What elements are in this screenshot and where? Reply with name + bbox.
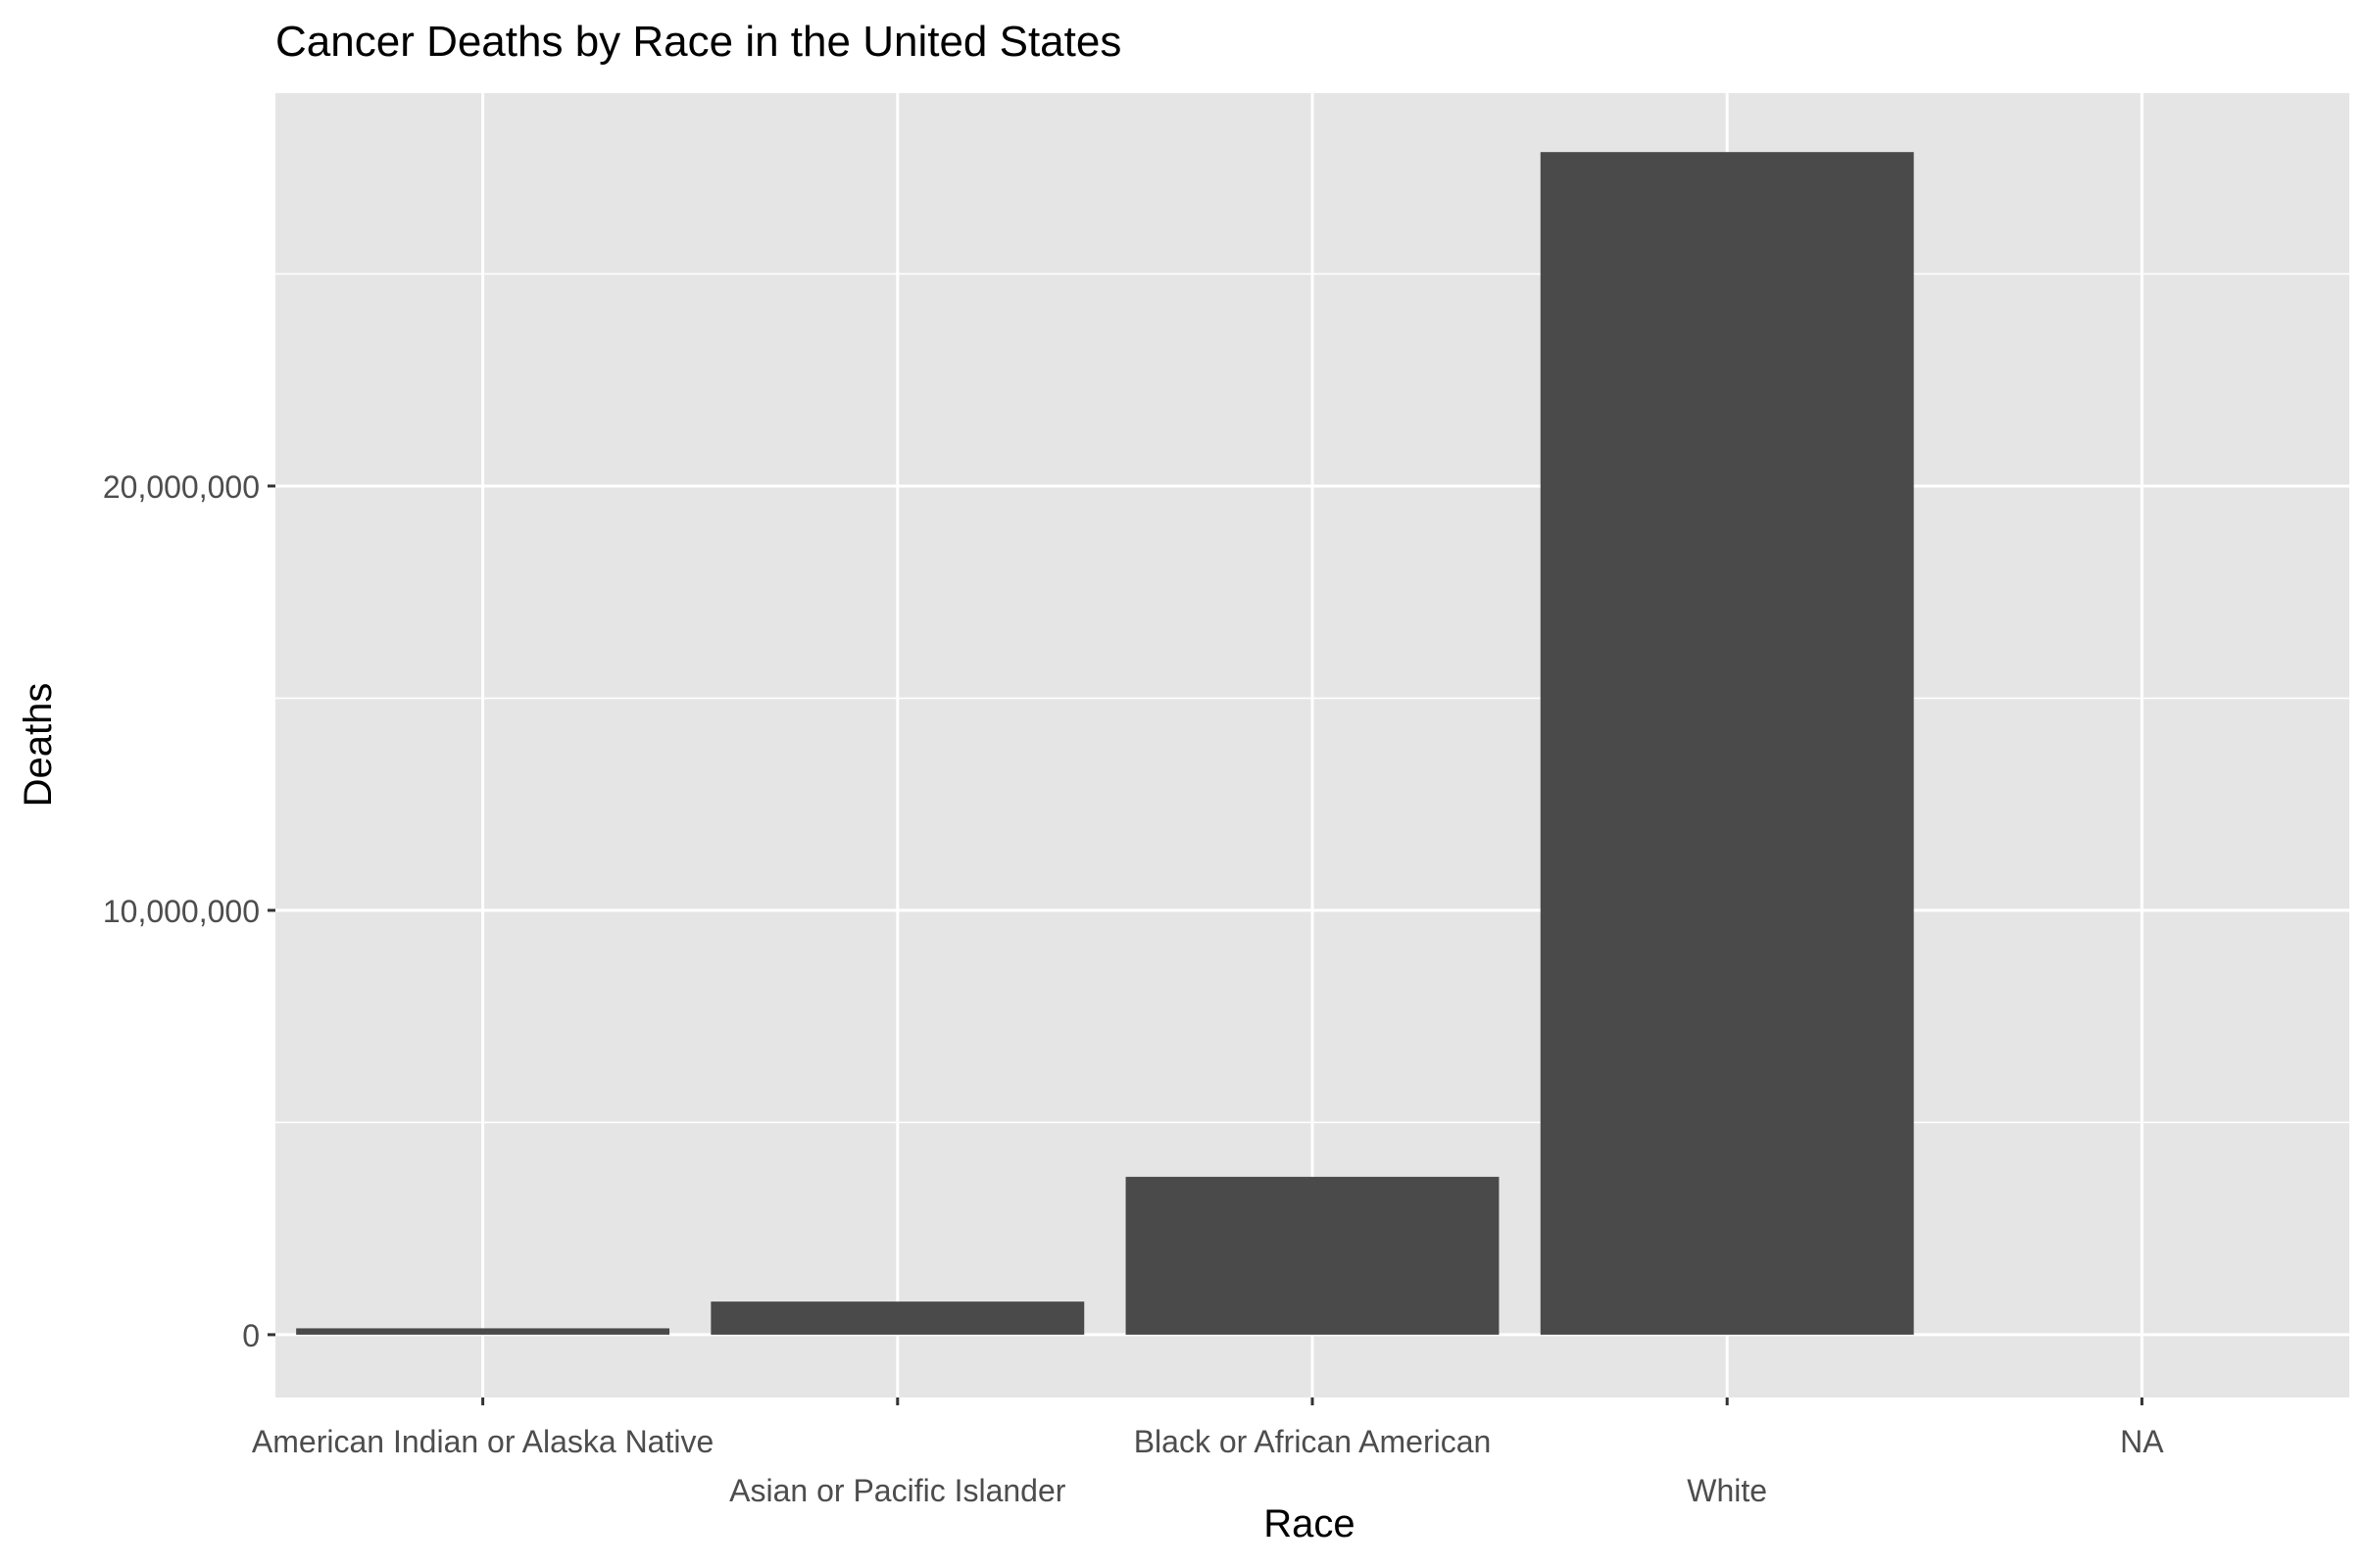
y-tick-label: 0 [242,1318,260,1353]
y-axis-title: Deaths [17,683,60,808]
x-tick-label: Asian or Pacific Islander [729,1473,1066,1508]
x-tick-label: White [1687,1473,1767,1508]
x-tick-label: Black or African American [1134,1424,1492,1459]
x-axis-ticks: American Indian or Alaska Native Asian or… [252,1397,2164,1508]
bar [1540,152,1914,1335]
bar [296,1328,670,1335]
bar [1125,1176,1500,1335]
bars [296,152,1914,1335]
y-tick-label: 20,000,000 [103,469,260,505]
x-axis-title: Race [1263,1502,1354,1545]
x-tick-label: NA [2120,1424,2164,1459]
chart-title: Cancer Deaths by Race in the United Stat… [275,18,1121,66]
x-tick-label: American Indian or Alaska Native [252,1424,714,1459]
y-axis-ticks: 0 10,000,000 20,000,000 [103,469,275,1353]
y-tick-label: 10,000,000 [103,894,260,929]
bar [711,1301,1085,1335]
